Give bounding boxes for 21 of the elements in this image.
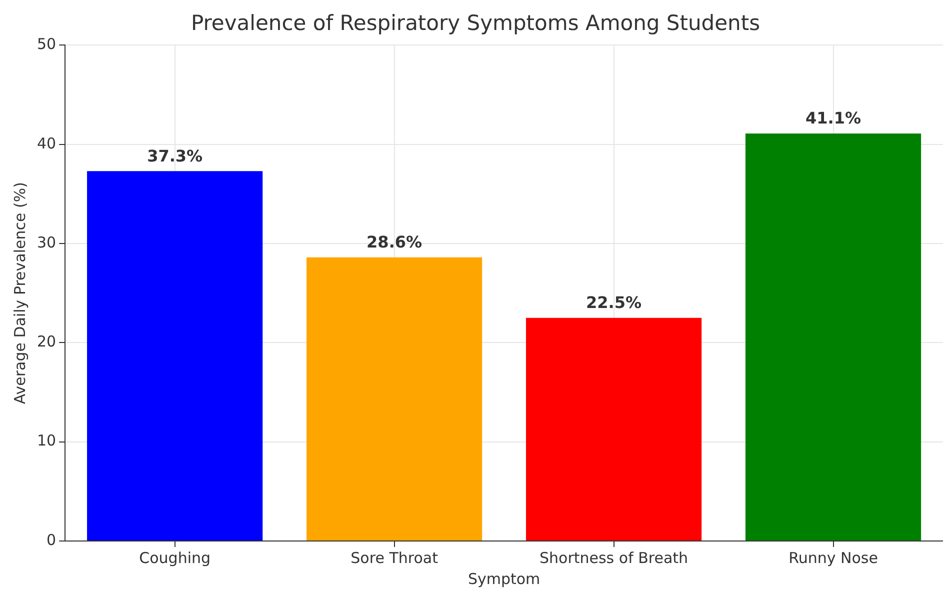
y-tick-label: 10 <box>36 432 56 450</box>
chart-title: Prevalence of Respiratory Symptoms Among Students <box>190 11 760 36</box>
bar <box>745 133 922 540</box>
data-label: 41.1% <box>806 108 862 128</box>
y-tick-label: 50 <box>36 35 56 54</box>
bar <box>526 318 702 540</box>
x-tick-label: Runny Nose <box>788 548 878 567</box>
y-tick-label: 40 <box>36 134 56 152</box>
y-tick-label: 20 <box>36 332 56 351</box>
x-axis-title: Symptom <box>468 570 540 588</box>
y-tick-label: 0 <box>46 530 56 549</box>
data-label: 28.6% <box>366 232 422 252</box>
bar <box>87 171 263 540</box>
y-tick-label: 30 <box>36 233 56 252</box>
x-tick-label: Sore Throat <box>350 548 438 567</box>
x-tick-label: Coughing <box>139 548 211 567</box>
data-label: 37.3% <box>147 146 203 166</box>
x-tick-label: Shortness of Breath <box>540 548 688 567</box>
bar <box>306 257 482 540</box>
data-label: 22.5% <box>586 293 642 312</box>
y-axis-title: Average Daily Prevalence (%) <box>10 182 29 404</box>
